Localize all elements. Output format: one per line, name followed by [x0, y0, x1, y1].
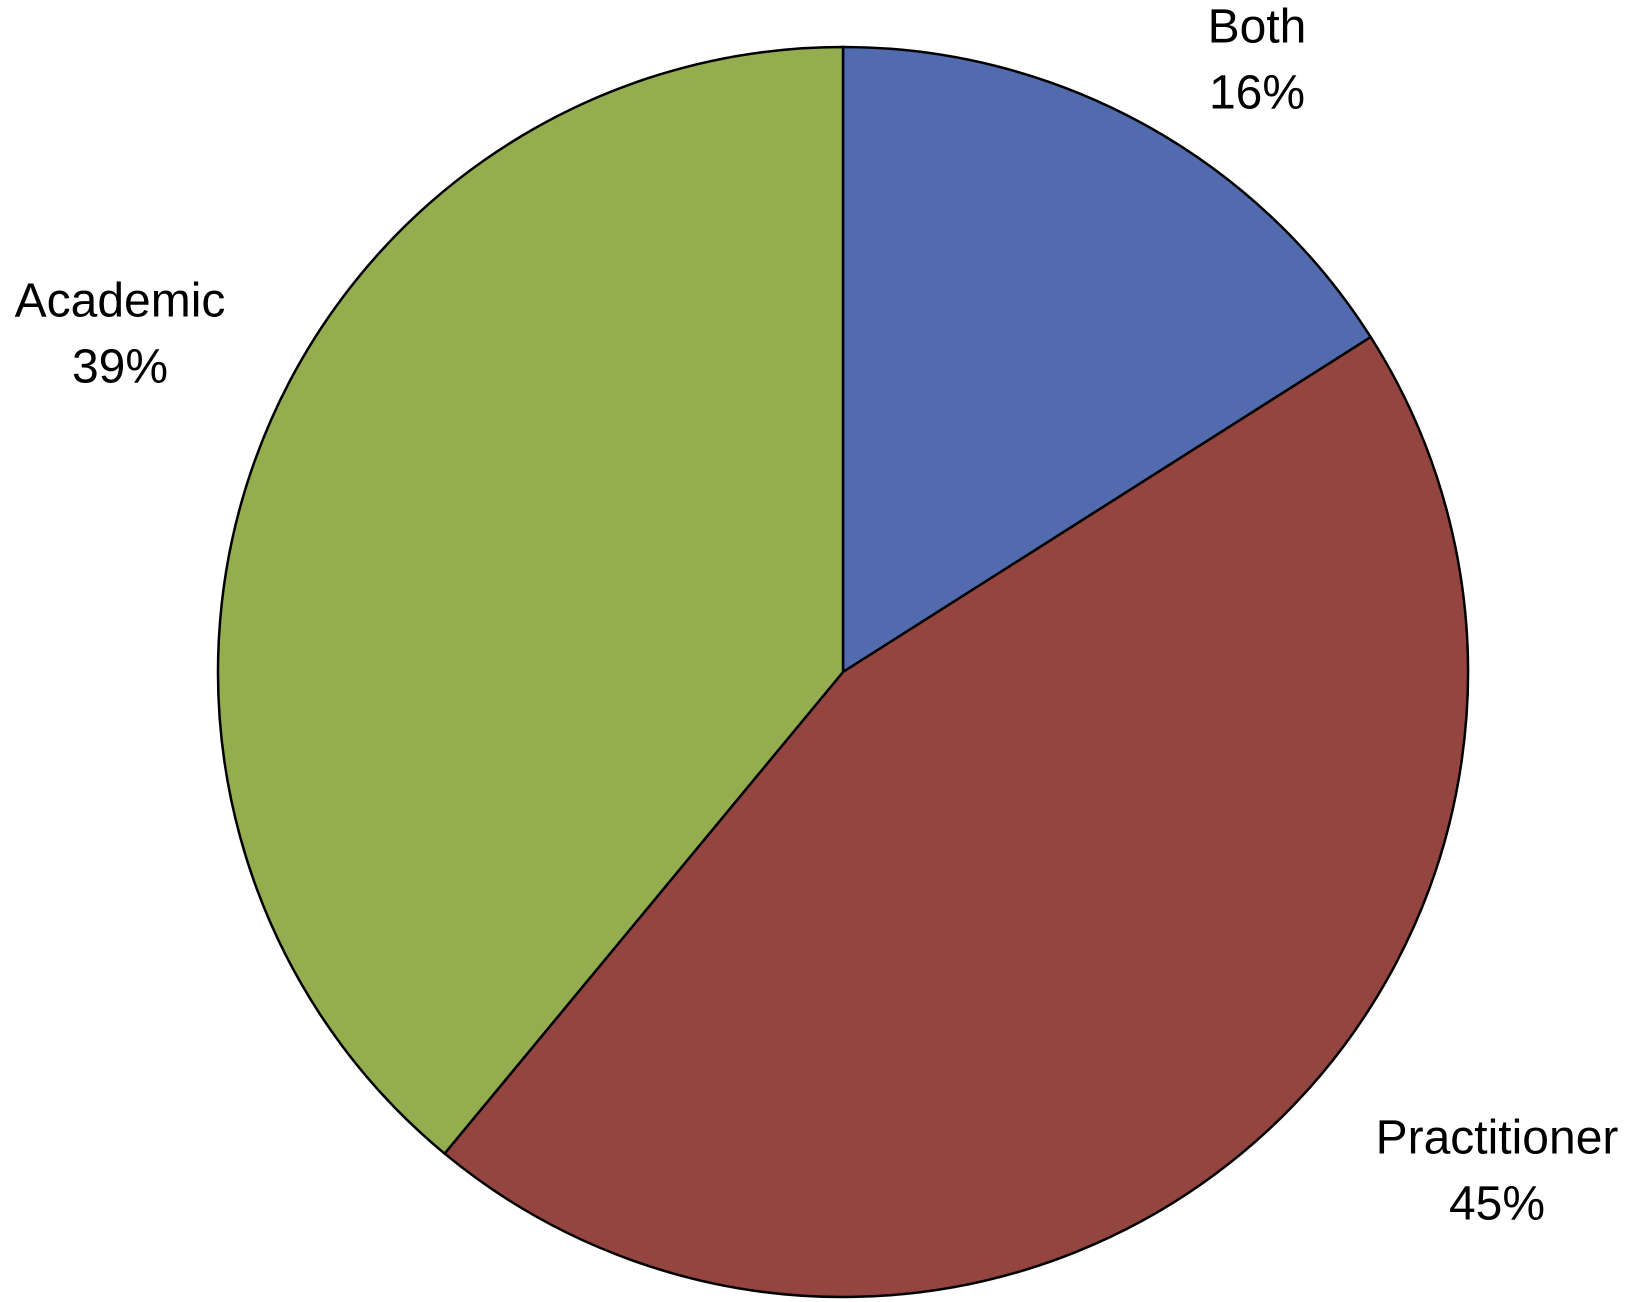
pie-slice — [216, 45, 845, 1156]
slice-value: 39% — [72, 341, 168, 394]
slice-value: 45% — [1449, 1178, 1545, 1231]
slice-value: 16% — [1209, 67, 1305, 120]
slice-label: Both — [1208, 1, 1307, 54]
pie-slice — [442, 335, 1470, 1299]
pie-slice — [841, 45, 1373, 675]
slice-label: Practitioner — [1376, 1112, 1619, 1165]
slice-label: Academic — [15, 275, 226, 328]
